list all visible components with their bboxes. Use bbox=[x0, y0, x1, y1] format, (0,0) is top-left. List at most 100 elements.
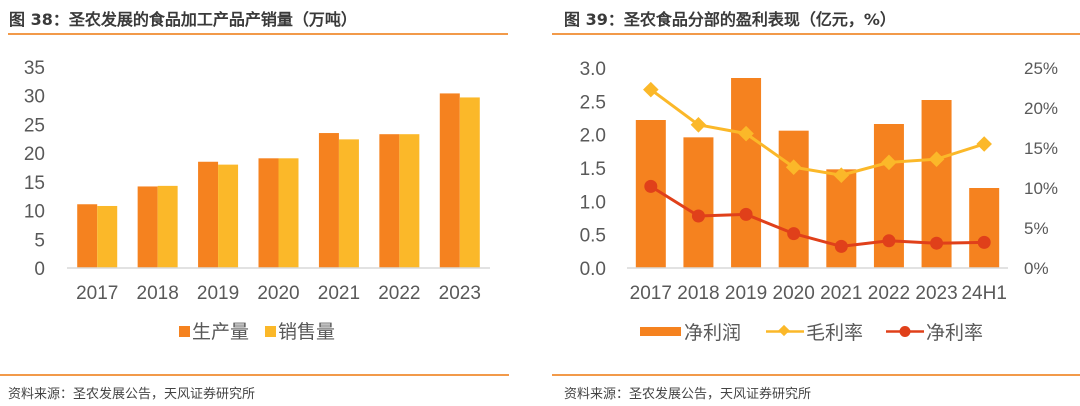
left-y-tick-label: 35 bbox=[24, 58, 45, 79]
marker-net-margin-2018 bbox=[691, 209, 705, 223]
bar-sales-2020 bbox=[278, 158, 299, 268]
right-title-divider bbox=[552, 33, 1080, 35]
left-x-tick-label: 2022 bbox=[378, 283, 420, 304]
bar-net-profit-24H1 bbox=[969, 188, 1000, 268]
left-y-tick-label: 15 bbox=[24, 173, 45, 194]
right-x-axis-ticks: 2017 2018 2019 2020 2021 2022 2023 24H1 bbox=[630, 283, 1007, 304]
right-right-y-axis-ticks: 0% 5% 10% 15% 20% 25% bbox=[1024, 59, 1058, 278]
right-footer-divider bbox=[552, 374, 1080, 376]
right-left-y-tick-label: 2.5 bbox=[580, 92, 606, 113]
legend-swatch-production bbox=[179, 326, 190, 337]
marker-gross-margin-2023 bbox=[928, 151, 945, 167]
left-y-tick-label: 10 bbox=[24, 202, 45, 223]
left-x-axis-ticks: 2017 2018 2019 2020 2021 2022 2023 bbox=[76, 283, 481, 304]
right-right-y-tick-label: 20% bbox=[1024, 99, 1058, 118]
right-right-y-tick-label: 5% bbox=[1024, 219, 1049, 238]
marker-gross-margin-2022 bbox=[881, 154, 897, 171]
bar-net-profit-2021 bbox=[826, 169, 857, 268]
legend-marker-gross-margin bbox=[778, 324, 790, 337]
bar-sales-2021 bbox=[338, 139, 359, 268]
left-footer-divider bbox=[0, 374, 509, 376]
marker-net-margin-2023 bbox=[930, 236, 944, 250]
left-bars bbox=[77, 93, 480, 269]
legend-marker-net-margin bbox=[899, 326, 911, 337]
left-y-tick-label: 25 bbox=[24, 115, 45, 136]
right-right-y-tick-label: 25% bbox=[1024, 59, 1058, 78]
right-x-tick-label: 2021 bbox=[820, 283, 862, 304]
bar-sales-2023 bbox=[459, 97, 480, 269]
marker-net-margin-2022 bbox=[882, 234, 896, 248]
left-x-tick-label: 2017 bbox=[76, 283, 118, 304]
marker-gross-margin-24H1 bbox=[976, 136, 992, 152]
right-left-y-axis-ticks: 0.0 0.5 1.0 1.5 2.0 2.5 3.0 bbox=[580, 59, 606, 280]
right-x-tick-label: 2018 bbox=[677, 283, 719, 304]
right-x-tick-label: 2022 bbox=[868, 283, 910, 304]
bar-production-2017 bbox=[77, 204, 98, 268]
right-left-y-tick-label: 0.5 bbox=[580, 226, 606, 247]
bar-production-2018 bbox=[137, 186, 158, 268]
left-y-tick-label: 30 bbox=[24, 87, 45, 108]
right-right-y-tick-label: 10% bbox=[1024, 179, 1058, 198]
legend-label-net-profit: 净利润 bbox=[684, 322, 741, 344]
left-y-tick-label: 0 bbox=[34, 259, 45, 280]
bar-net-profit-2019 bbox=[731, 78, 762, 268]
left-x-tick-label: 2019 bbox=[197, 283, 239, 304]
legend-label-gross-margin: 毛利率 bbox=[806, 322, 863, 344]
right-right-y-tick-label: 0% bbox=[1024, 259, 1049, 278]
right-left-y-tick-label: 1.5 bbox=[580, 159, 606, 180]
legend-label-production: 生产量 bbox=[192, 321, 249, 343]
legend-swatch-net-profit bbox=[640, 327, 681, 336]
bar-production-2019 bbox=[198, 161, 219, 268]
right-legend: 净利润 毛利率 净利率 bbox=[640, 322, 983, 344]
bar-production-2021 bbox=[318, 133, 339, 268]
marker-gross-margin-2020 bbox=[785, 159, 802, 175]
bar-production-2023 bbox=[439, 93, 460, 268]
left-x-tick-label: 2021 bbox=[318, 283, 360, 304]
line-gross-margin bbox=[649, 88, 985, 177]
left-y-tick-label: 5 bbox=[34, 230, 45, 251]
marker-gross-margin-2019 bbox=[738, 125, 754, 142]
marker-net-margin-2019 bbox=[739, 207, 753, 221]
right-x-tick-label: 2017 bbox=[630, 283, 672, 304]
bar-production-2020 bbox=[258, 158, 279, 268]
right-x-tick-label: 2020 bbox=[773, 283, 815, 304]
bar-sales-2018 bbox=[157, 185, 178, 268]
right-lines bbox=[643, 81, 992, 253]
right-x-tick-label: 2019 bbox=[725, 283, 767, 304]
marker-net-margin-24H1 bbox=[977, 235, 991, 249]
marker-net-margin-2017 bbox=[644, 179, 658, 193]
bar-net-profit-2018 bbox=[683, 137, 714, 268]
right-left-y-tick-label: 3.0 bbox=[580, 59, 606, 80]
left-title-divider bbox=[8, 33, 508, 35]
left-chart-title: 图 38：圣农发展的食品加工产品产销量（万吨） bbox=[9, 10, 357, 29]
marker-net-margin-2020 bbox=[787, 227, 801, 241]
left-y-axis-ticks: 0 5 10 15 20 25 30 35 bbox=[24, 58, 45, 280]
right-left-y-tick-label: 0.0 bbox=[580, 259, 606, 280]
bar-sales-2022 bbox=[399, 134, 420, 268]
marker-gross-margin-2021 bbox=[833, 167, 850, 183]
legend-label-sales: 销售量 bbox=[278, 321, 335, 343]
right-chart: 0.0 0.5 1.0 1.5 2.0 2.5 3.0 0% 5% 10% 15% 20% 25% 2… bbox=[580, 59, 1058, 344]
left-source-note: 资料来源：圣农发展公告，天风证券研究所 bbox=[8, 387, 256, 402]
left-y-tick-label: 20 bbox=[24, 144, 45, 165]
right-right-y-tick-label: 15% bbox=[1024, 139, 1058, 158]
right-x-tick-label: 24H1 bbox=[961, 283, 1006, 304]
bar-net-profit-2020 bbox=[778, 130, 809, 268]
right-source-note: 资料来源：圣农发展公告，天风证券研究所 bbox=[564, 387, 812, 402]
legend-label-net-margin: 净利率 bbox=[926, 322, 983, 344]
left-x-tick-label: 2020 bbox=[257, 283, 299, 304]
right-x-tick-label: 2023 bbox=[915, 283, 957, 304]
bar-sales-2017 bbox=[97, 205, 118, 268]
left-x-tick-label: 2018 bbox=[137, 283, 179, 304]
marker-net-margin-2021 bbox=[834, 239, 848, 253]
left-x-tick-label: 2023 bbox=[439, 283, 481, 304]
legend-swatch-sales bbox=[265, 326, 276, 337]
bar-production-2022 bbox=[379, 134, 400, 268]
line-net-margin bbox=[650, 185, 985, 248]
right-left-y-tick-label: 1.0 bbox=[580, 192, 606, 213]
right-left-y-tick-label: 2.0 bbox=[580, 126, 606, 147]
right-chart-title: 图 39：圣农食品分部的盈利表现（亿元，%） bbox=[564, 10, 896, 29]
left-legend: 生产量 销售量 bbox=[179, 321, 335, 343]
bar-sales-2019 bbox=[218, 164, 239, 268]
